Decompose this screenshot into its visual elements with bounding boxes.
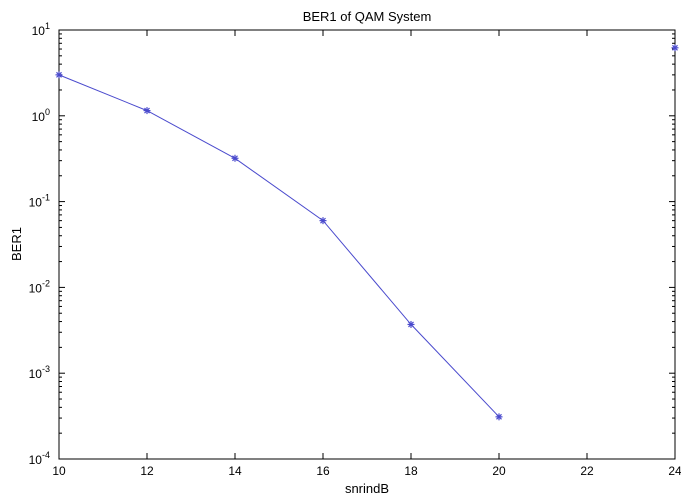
x-tick-label: 16: [316, 464, 330, 478]
x-tick-label: 14: [228, 464, 242, 478]
x-tick-label: 24: [668, 464, 681, 478]
x-axis-label: snrindB: [345, 481, 389, 496]
axis-ticks: [58, 29, 676, 460]
series-line: [58, 74, 500, 418]
y-axis-label: BER1: [9, 227, 24, 261]
x-tick-label: 10: [52, 464, 66, 478]
y-tick-label: 10-2: [29, 278, 50, 295]
data-point: [407, 320, 415, 328]
x-tick-label: 18: [404, 464, 418, 478]
y-tick-label: 10-4: [29, 450, 50, 467]
y-tick-label: 10-1: [29, 193, 50, 210]
series-layer: [55, 44, 679, 421]
x-tick-labels: 10 12 14 16 18 20 22 24: [52, 464, 681, 478]
chart-title: BER1 of QAM System: [303, 9, 432, 24]
plot-frame: [58, 29, 676, 460]
y-tick-label: 101: [32, 21, 50, 38]
x-tick-label: 12: [140, 464, 154, 478]
data-point: [231, 154, 239, 162]
data-point: [55, 71, 63, 79]
data-point: [671, 44, 679, 52]
x-tick-label: 20: [492, 464, 506, 478]
data-point: [143, 107, 151, 115]
data-point: [495, 413, 503, 421]
x-tick-label: 22: [580, 464, 594, 478]
data-point: [319, 217, 327, 225]
y-tick-label: 10-3: [29, 364, 50, 381]
y-tick-label: 100: [32, 107, 50, 124]
y-tick-labels: 10-4 10-3 10-2 10-1 100 101: [29, 21, 50, 467]
